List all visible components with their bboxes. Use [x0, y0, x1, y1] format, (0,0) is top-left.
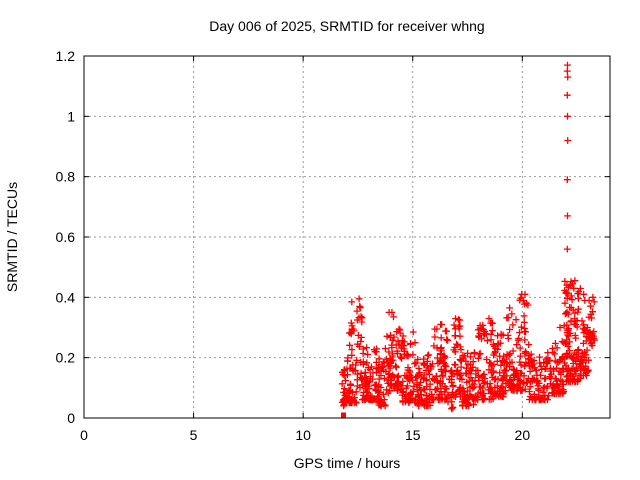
chart-title: Day 006 of 2025, SRMTID for receiver whn…: [209, 18, 484, 34]
x-tick-label: 5: [190, 427, 198, 443]
gridlines: [84, 56, 610, 418]
data-points-layer: [338, 61, 598, 418]
y-tick-label: 1: [67, 108, 75, 124]
y-tick-label: 0: [67, 410, 75, 426]
y-axis-label: SRMTID / TECUs: [4, 182, 20, 292]
data-point-markers: [338, 61, 598, 413]
y-tick-label: 0.4: [56, 289, 76, 305]
y-tick-label: 0.2: [56, 350, 76, 366]
x-tick-label: 0: [80, 427, 88, 443]
y-tick-label: 0.8: [56, 169, 76, 185]
plot-border: [83, 55, 611, 419]
zero-value-marker: [341, 412, 346, 418]
x-tick-label: 20: [515, 427, 531, 443]
x-tick-label: 10: [295, 427, 311, 443]
y-tick-label: 0.6: [56, 229, 76, 245]
x-tick-label: 15: [405, 427, 421, 443]
y-tick-labels: 0 0.2 0.4 0.6 0.8 1 1.2: [56, 48, 76, 426]
y-tick-label: 1.2: [56, 48, 76, 64]
x-axis-label: GPS time / hours: [294, 455, 401, 471]
x-tick-labels: 0 5 10 15 20: [80, 427, 530, 443]
